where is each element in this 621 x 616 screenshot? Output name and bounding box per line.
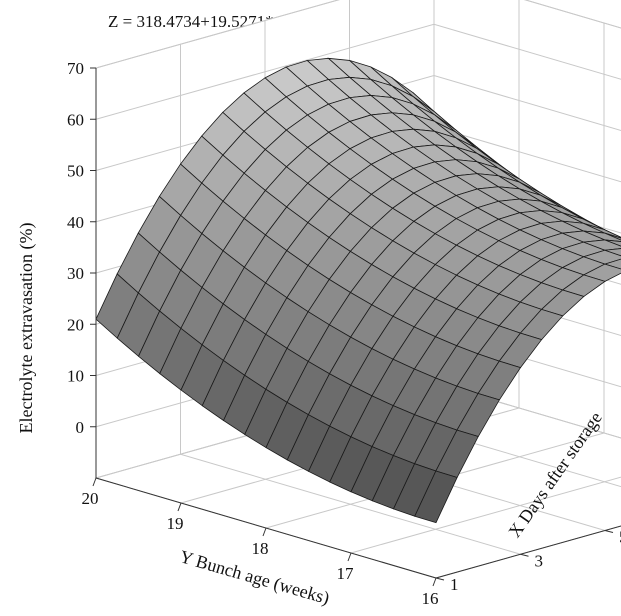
- x-tick-mark: [435, 577, 445, 581]
- y-tick-label: 18: [252, 539, 269, 558]
- surface-mesh: [95, 57, 621, 524]
- z-tick-label: 70: [67, 59, 84, 78]
- y-tick-label: 17: [337, 564, 355, 583]
- z-tick-label: 60: [67, 110, 84, 129]
- z-axis-label: Electrolyte extravasation (%): [16, 223, 37, 434]
- axis-ticks: 010203040506070161718192013579: [67, 59, 621, 608]
- x-tick-label: 1: [450, 575, 459, 594]
- y-gridline: [350, 476, 621, 554]
- y-tick-mark: [92, 477, 97, 487]
- y-tick-mark: [177, 502, 182, 512]
- y-tick-label: 19: [167, 514, 184, 533]
- x-tick-label: 5: [619, 528, 621, 547]
- y-tick-label: 20: [82, 489, 99, 508]
- y-tick-label: 16: [422, 589, 439, 608]
- z-tick-label: 30: [67, 264, 84, 283]
- y-tick-mark: [262, 527, 267, 537]
- y-tick-mark: [432, 577, 437, 587]
- surface-cell: [414, 470, 458, 524]
- z-tick-label: 50: [67, 162, 84, 181]
- z-tick-label: 40: [67, 213, 84, 232]
- z-tick-label: 10: [67, 367, 84, 386]
- z-gridline: [95, 0, 621, 69]
- y-tick-mark: [347, 552, 352, 562]
- x-tick-mark: [604, 530, 614, 533]
- z-tick-label: 0: [76, 418, 85, 437]
- x-tick-label: 3: [535, 551, 544, 570]
- x-tick-mark: [520, 553, 529, 557]
- z-tick-label: 20: [67, 315, 84, 334]
